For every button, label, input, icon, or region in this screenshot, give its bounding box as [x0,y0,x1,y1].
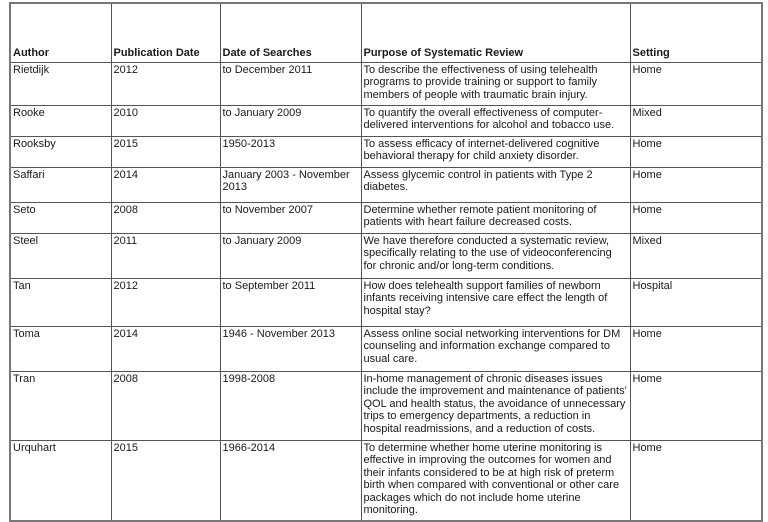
table-row: Steel 2011 to January 2009 We have therefor… [9,232,763,279]
cell-publication-date: 2015 [110,135,221,168]
table-row: Toma 2014 1946 - November 2013 Assess onlin… [9,325,763,372]
cell-author: Rooke [9,104,112,137]
cell-setting: Mixed [629,232,763,279]
table-row: Rooke 2010 to January 2009 To quantify the … [9,104,763,137]
cell-publication-date: 2008 [110,201,221,234]
header-date-of-searches: Date of Searches [219,2,362,63]
cell-author: Seto [9,201,112,234]
cell-setting: Home [629,325,763,372]
cell-date-of-searches: to January 2009 [219,232,362,279]
cell-publication-date: 2014 [110,166,221,203]
cell-purpose: To describe the effectiveness of using t… [360,61,631,106]
cell-purpose: Assess online social networking interven… [360,325,631,372]
cell-purpose: To quantify the overall effectiveness of… [360,104,631,137]
cell-publication-date: 2012 [110,277,221,327]
cell-date-of-searches: 1998-2008 [219,370,362,441]
cell-date-of-searches: 1950-2013 [219,135,362,168]
header-purpose: Purpose of Systematic Review [360,2,631,63]
cell-author: Tan [9,277,112,327]
cell-date-of-searches: 1946 - November 2013 [219,325,362,372]
cell-setting: Home [629,201,763,234]
cell-setting: Home [629,439,763,522]
cell-setting: Home [629,166,763,203]
cell-publication-date: 2014 [110,325,221,372]
cell-publication-date: 2015 [110,439,221,522]
cell-date-of-searches: January 2003 - November 2013 [219,166,362,203]
header-setting: Setting [629,2,763,63]
cell-author: Urquhart [9,439,112,522]
cell-setting: Mixed [629,104,763,137]
table-row: Rietdijk 2012 to December 2011 To describe … [9,61,763,106]
cell-date-of-searches: 1966-2014 [219,439,362,522]
cell-author: Toma [9,325,112,372]
table-row: Rooksby 2015 1950-2013 To assess efficacy o… [9,135,763,168]
table-row: Seto 2008 to November 2007 Determine whethe… [9,201,763,234]
cell-setting: Home [629,135,763,168]
cell-date-of-searches: to November 2007 [219,201,362,234]
cell-purpose: To assess efficacy of internet-delivered… [360,135,631,168]
systematic-review-table: Author Publication Date Date of Searches… [9,2,763,522]
table-row: Urquhart 2015 1966-2014 To determine whethe… [9,439,763,522]
cell-date-of-searches: to January 2009 [219,104,362,137]
cell-author: Saffari [9,166,112,203]
cell-purpose: In-home management of chronic diseases i… [360,370,631,441]
cell-publication-date: 2010 [110,104,221,137]
header-author: Author [9,2,112,63]
cell-date-of-searches: to September 2011 [219,277,362,327]
header-row: Author Publication Date Date of Searches… [9,2,763,63]
cell-date-of-searches: to December 2011 [219,61,362,106]
table-row: Saffari 2014 January 2003 - November 2013 A… [9,166,763,203]
cell-setting: Home [629,61,763,106]
cell-purpose: Determine whether remote patient monitor… [360,201,631,234]
cell-author: Steel [9,232,112,279]
cell-purpose: Assess glycemic control in patients with… [360,166,631,203]
cell-publication-date: 2011 [110,232,221,279]
cell-author: Rooksby [9,135,112,168]
cell-purpose: We have therefore conducted a systematic… [360,232,631,279]
cell-setting: Hospital [629,277,763,327]
table-row: Tan 2012 to September 2011 How does telehea… [9,277,763,327]
cell-setting: Home [629,370,763,441]
header-publication-date: Publication Date [110,2,221,63]
cell-purpose: How does telehealth support families of … [360,277,631,327]
cell-author: Tran [9,370,112,441]
cell-author: Rietdijk [9,61,112,106]
cell-publication-date: 2008 [110,370,221,441]
cell-publication-date: 2012 [110,61,221,106]
cell-purpose: To determine whether home uterine monito… [360,439,631,522]
table-row: Tran 2008 1998-2008 In-home management of c… [9,370,763,441]
